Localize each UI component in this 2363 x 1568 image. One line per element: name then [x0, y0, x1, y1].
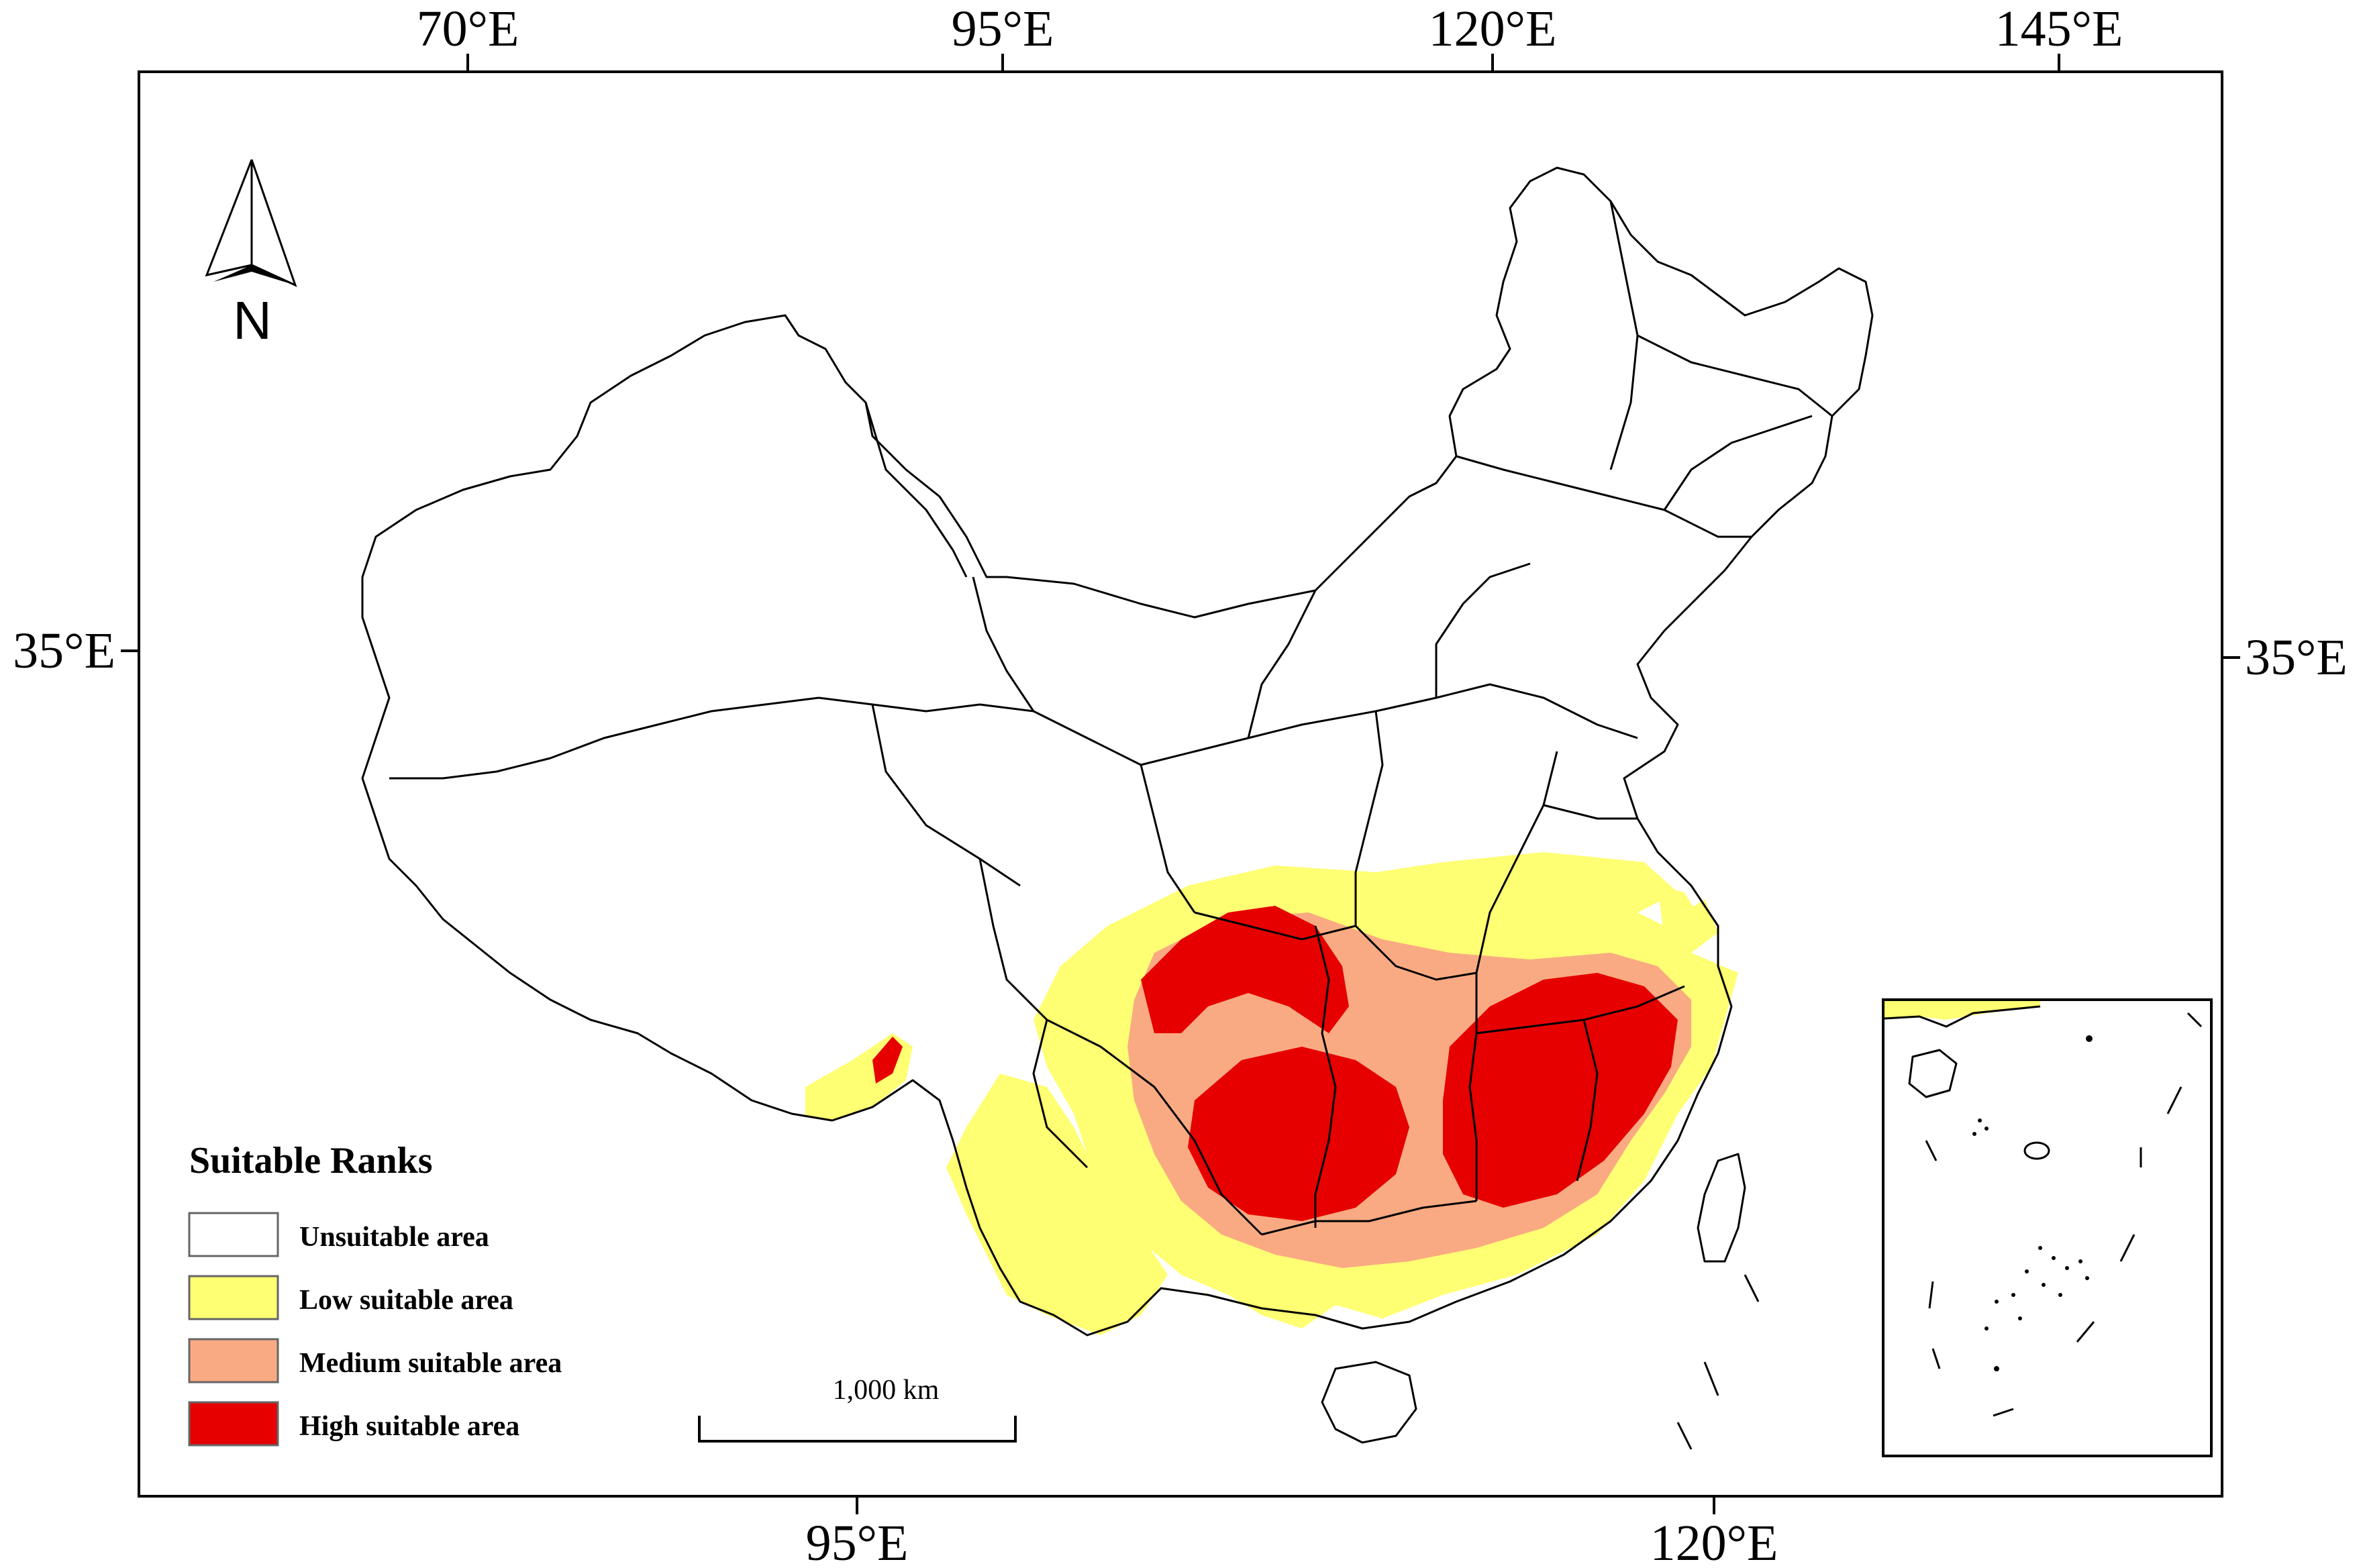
- province-boundary: [1637, 334, 1833, 417]
- legend-label-high: High suitable area: [299, 1411, 519, 1442]
- province-boundary: [871, 704, 1021, 887]
- province-boundary: [1475, 751, 1558, 974]
- province-boundary: [1194, 911, 1356, 941]
- province-boundary: [389, 696, 819, 780]
- inset-dash-line: [1925, 1012, 2203, 1417]
- province-boundary: [1247, 590, 1317, 739]
- high-suitable-zone-east: [1443, 973, 1678, 1208]
- province-boundary: [972, 576, 1035, 712]
- top-tick-label-145e: 145°E: [1995, 1, 2123, 57]
- bottom-tick-label-95e: 95°E: [806, 1515, 909, 1568]
- province-boundary: [1100, 1045, 1263, 1236]
- legend-label-low: Low suitable area: [299, 1285, 513, 1316]
- low-suitable-zone-delta: [1658, 886, 1705, 953]
- province-boundary: [1261, 1200, 1477, 1236]
- inset-island: [2023, 1141, 2050, 1160]
- province-boundary: [864, 402, 968, 578]
- province-boundary: [1140, 764, 1196, 913]
- province-boundary: [1456, 455, 1752, 538]
- province-boundary: [978, 858, 1101, 1048]
- province-boundary: [1663, 415, 1813, 511]
- province-boundaries: [389, 201, 1833, 1236]
- legend-swatch-medium: [188, 1338, 279, 1383]
- bottom-tick-label-120e: 120°E: [1650, 1515, 1778, 1568]
- province-boundary: [1354, 925, 1477, 981]
- inset-map: [1882, 998, 2213, 1457]
- china-outline: [361, 166, 1874, 1337]
- inset-islets: [1972, 1035, 2093, 1371]
- inset-coast: [1884, 1005, 2041, 1028]
- legend: Suitable Ranks Unsuitable area Low suita…: [188, 1140, 562, 1447]
- province-boundary: [1468, 973, 1478, 1201]
- legend-label-unsuitable: Unsuitable area: [299, 1222, 489, 1253]
- legend-swatch-high: [188, 1401, 279, 1447]
- province-boundary: [1032, 1019, 1089, 1169]
- right-tick-label-35e: 35°E: [2245, 629, 2348, 686]
- province-boundary: [1576, 1019, 1599, 1182]
- inset-hainan: [1908, 1049, 1958, 1098]
- north-label: N: [233, 291, 272, 350]
- high-suitable-zone-central: [1188, 1047, 1409, 1221]
- province-boundary: [1354, 711, 1384, 926]
- top-tick-label-120e: 120°E: [1429, 1, 1557, 57]
- inset-frame: [1882, 998, 2213, 1457]
- province-boundary: [1375, 683, 1638, 739]
- hainan-island: [1321, 1361, 1417, 1444]
- high-suitable-zone-tibet: [872, 1037, 903, 1084]
- province-boundary: [1435, 562, 1531, 698]
- legend-title: Suitable Ranks: [189, 1140, 433, 1182]
- top-tick-label-70e: 70°E: [417, 1, 519, 57]
- province-boundary: [1314, 925, 1337, 1228]
- legend-swatch-unsuitable: [188, 1212, 279, 1257]
- top-tick-label-95e: 95°E: [952, 1, 1054, 57]
- scale-bar: 1,000 km: [698, 1375, 1017, 1443]
- scale-bar-label: 1,000 km: [833, 1375, 940, 1406]
- legend-swatch-low: [188, 1275, 279, 1320]
- inset-mainland-yellow: [1884, 1001, 2040, 1020]
- left-tick-label-35e: 35°E: [13, 623, 115, 679]
- graticule-ticks: [121, 54, 2240, 1514]
- north-arrow-icon: [205, 159, 297, 287]
- taiwan-island: [1697, 1153, 1746, 1263]
- suitability-zones: [805, 852, 1738, 1335]
- legend-label-medium: Medium suitable area: [299, 1348, 562, 1379]
- nine-dash-fragments: [1676, 1274, 1760, 1450]
- province-boundary: [1543, 804, 1638, 820]
